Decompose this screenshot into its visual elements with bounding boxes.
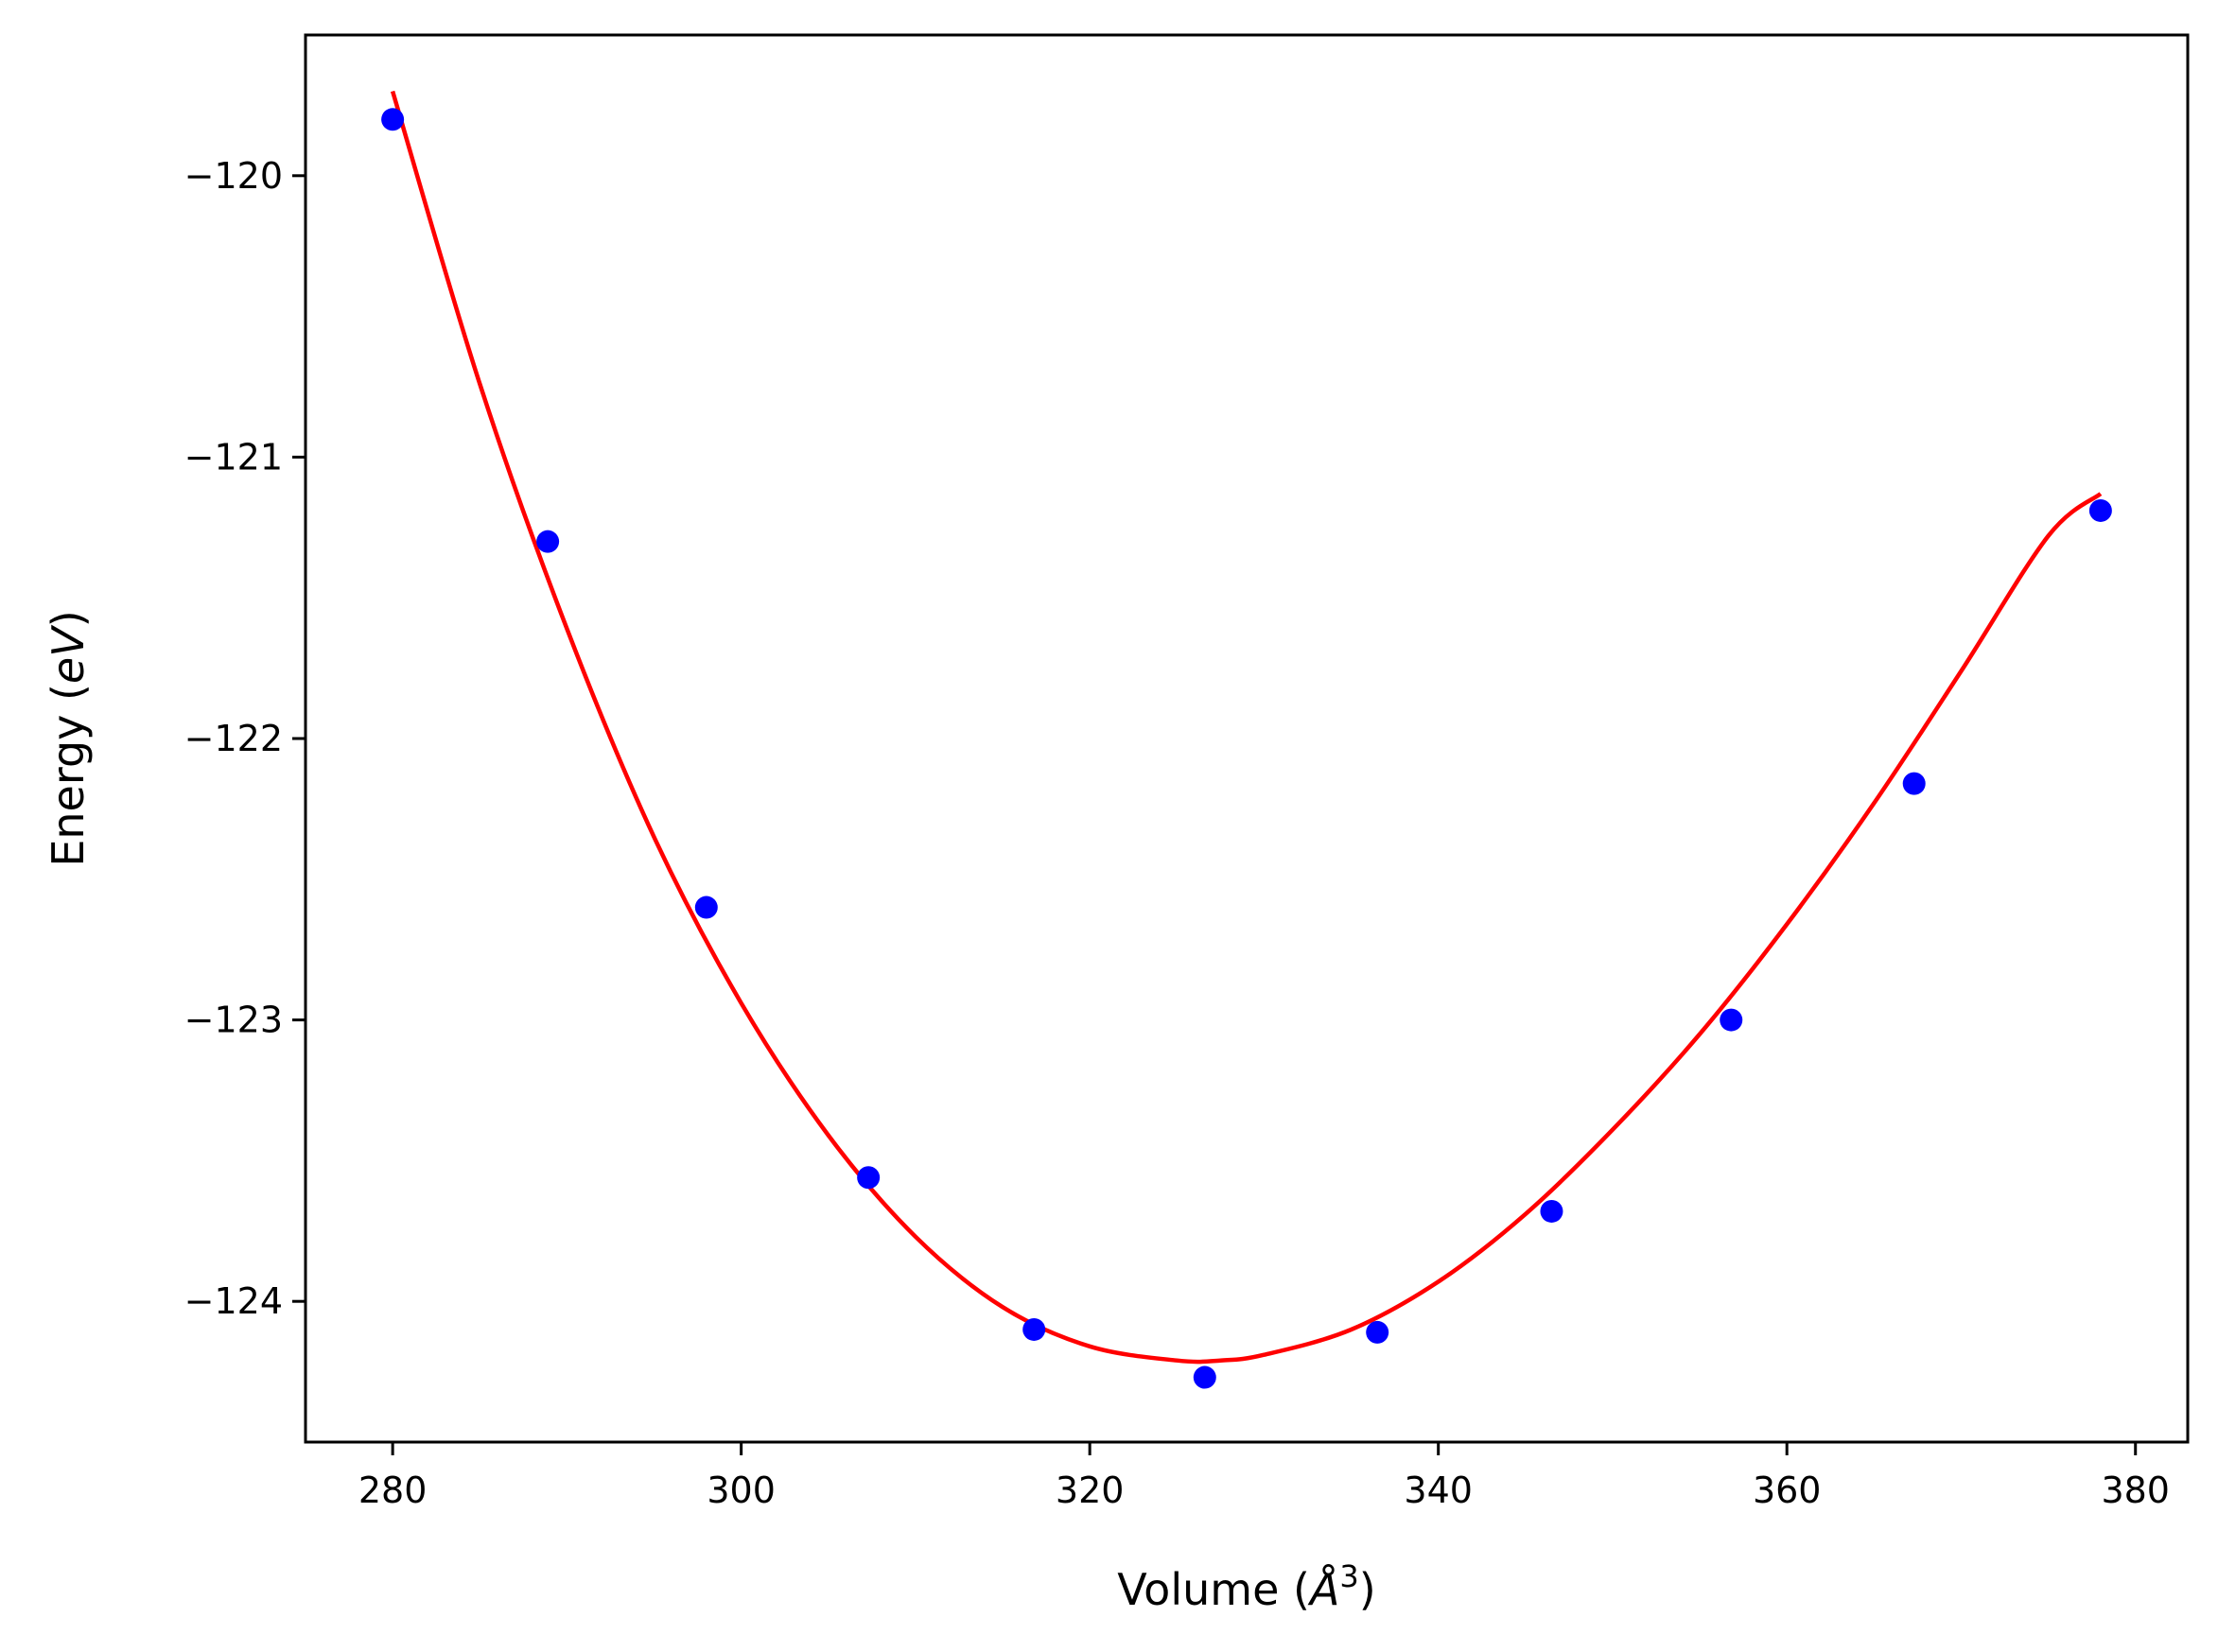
fit-curve-line [390,90,2103,1365]
data-point [381,108,405,131]
data-point [1366,1320,1389,1344]
data-point [1902,772,1926,795]
y-tick-label: −121 [184,436,283,478]
y-axis-title: Energy (eV) [43,610,94,866]
data-point [1540,1199,1563,1223]
x-axis-ticks: 280 300 320 340 360 380 [358,1442,2170,1511]
data-point [536,530,560,553]
x-axis-title: Volume (Å3) [1117,1558,1375,1615]
y-tick-label: −124 [184,1280,283,1322]
plot-area [306,35,2188,1442]
x-tick-label: 320 [1056,1469,1125,1511]
data-point [694,896,718,919]
x-tick-label: 340 [1404,1469,1473,1511]
x-tick-label: 280 [358,1469,428,1511]
y-tick-label: −120 [184,155,283,197]
fit-curve-layer [390,90,2103,1365]
y-tick-label: −122 [184,718,283,759]
data-point [1193,1365,1216,1389]
data-point [1720,1008,1743,1032]
data-point [857,1166,881,1190]
data-point [2088,498,2112,522]
x-tick-label: 360 [1753,1469,1822,1511]
data-points-layer [381,108,2112,1389]
x-tick-label: 380 [2101,1469,2170,1511]
x-tick-label: 300 [707,1469,776,1511]
y-axis-ticks: −120 −121 −122 −123 −124 [184,155,306,1322]
y-tick-label: −123 [184,1000,283,1041]
data-point [1022,1317,1046,1341]
